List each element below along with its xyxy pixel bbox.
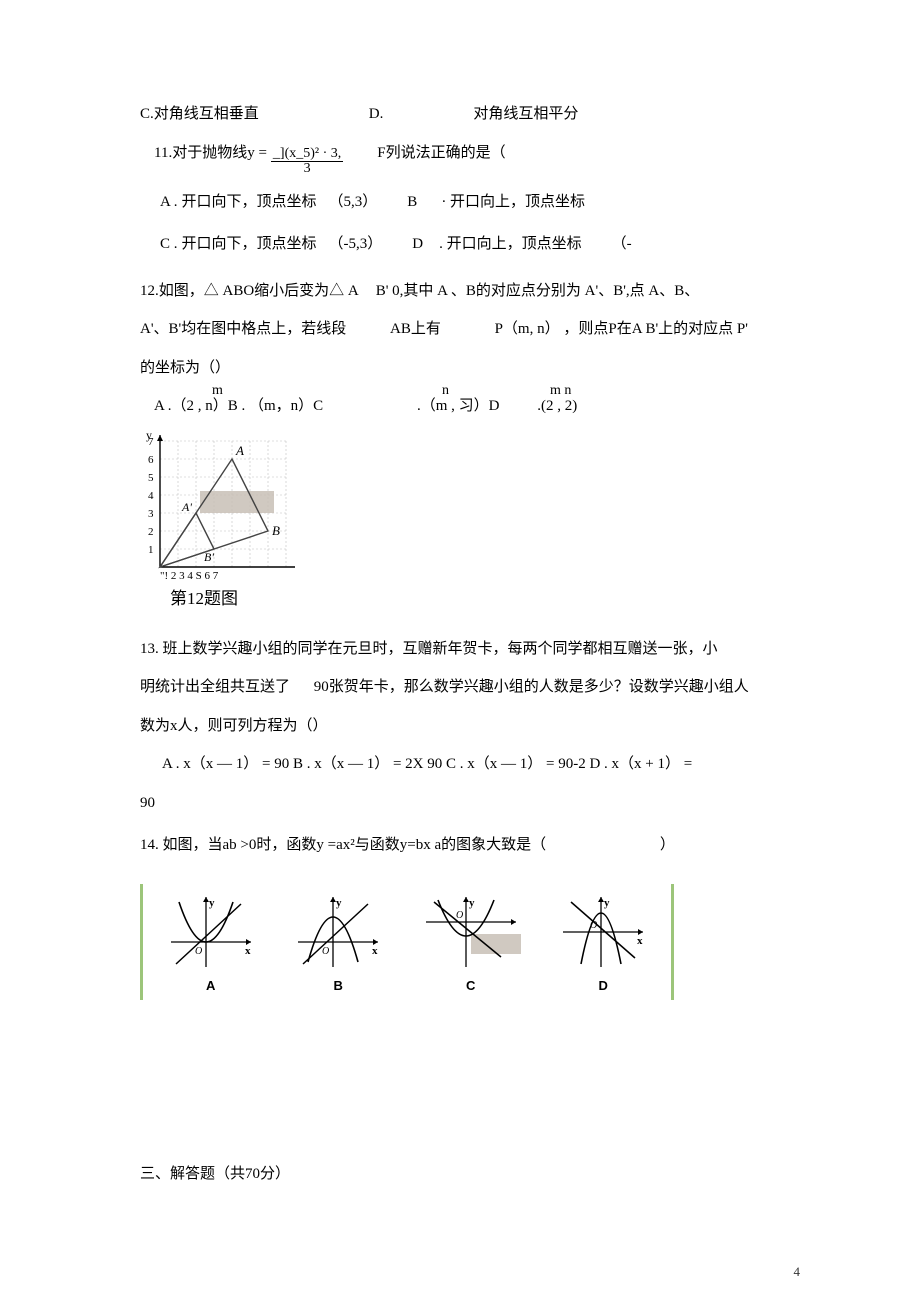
q13-tail: 90 <box>140 789 800 818</box>
svg-text:y: y <box>336 897 342 909</box>
svg-text:B': B' <box>204 550 214 564</box>
q12-l1b: B' 0,其中 A 、B的对应点分别为 A'、B',点 A、B、 <box>376 283 700 299</box>
q11-b-label: B <box>407 188 417 217</box>
q12-caption: 第12题图 <box>170 583 800 615</box>
q10-c-label: C. <box>140 100 154 129</box>
svg-text:x: x <box>372 945 378 957</box>
q12-line2: A'、B'均在图中格点上，若线段 AB上有 P（m, n） ，则点P在A B'上… <box>140 315 800 344</box>
q12-top-m: m <box>212 378 223 405</box>
svg-text:O: O <box>456 910 463 921</box>
q14-sub-a: y x O A <box>161 892 261 999</box>
q14-label-b: B <box>334 974 343 999</box>
svg-text:A: A <box>235 443 244 458</box>
svg-text:A': A' <box>181 500 192 514</box>
svg-text:y: y <box>209 897 215 909</box>
q14-sub-b: y x O B <box>288 892 388 999</box>
q14-stem-row: 14. 如图，当ab >0时，函数y =ax²与函数y=bx a的图象大致是（ … <box>140 831 800 860</box>
q11-c-label: C . <box>160 230 178 259</box>
q14-label-a: A <box>206 974 215 999</box>
q12-l2a: A'、B'均在图中格点上，若线段 <box>140 321 346 337</box>
svg-text:x: x <box>637 935 643 947</box>
svg-text:O: O <box>322 946 329 957</box>
q12-a: A .（2 , n）B . （m，n）C <box>154 398 323 414</box>
q14-svg-c: y O <box>416 892 526 972</box>
q11-d-label: D <box>412 230 423 259</box>
q11-fraction: _](x_5)² · 3, 3 <box>271 147 343 176</box>
q13-l3: 数为x人，则可列方程为（） <box>140 712 800 741</box>
q14-figure-row: y x O A y x O B y O <box>140 884 674 1001</box>
q11-a-text: 开口向下，顶点坐标 <box>182 188 317 217</box>
svg-text:y: y <box>604 897 610 909</box>
q11-d-coord: （- <box>612 230 632 259</box>
q14-sub-d: y x O D <box>553 892 653 999</box>
q12-svg: A B A' B' 1 2 3 4 5 6 7 y "! 2 3 4 S 6 7 <box>140 431 300 581</box>
svg-text:x: x <box>245 945 251 957</box>
q11-tail: F列说法正确的是（ <box>377 139 505 168</box>
q11-b-text: · 开口向上，顶点坐标 <box>441 188 585 217</box>
svg-text:2: 2 <box>148 526 154 538</box>
q12-c-tail: .（m , 习）D <box>417 398 500 414</box>
svg-text:4: 4 <box>148 490 154 502</box>
q13-l2b: 90张贺年卡，那么数学兴趣小组的人数是多少？设数学兴趣小组人 <box>314 679 749 695</box>
svg-text:B: B <box>272 523 280 538</box>
q13-l2: 明统计出全组共互送了 90张贺年卡，那么数学兴趣小组的人数是多少？设数学兴趣小组… <box>140 673 800 702</box>
q11-a-label: A . <box>160 188 178 217</box>
page-number: 4 <box>794 1260 801 1285</box>
q11-d-text: . 开口向上，顶点坐标 <box>439 230 582 259</box>
q13-opts: A . x（x — 1） = 90 B . x（x — 1） = 2X 90 C… <box>162 750 800 779</box>
section-3-title: 三、解答题（共70分） <box>140 1160 800 1189</box>
q11-c-text: 开口向下，顶点坐标 <box>182 230 317 259</box>
svg-text:5: 5 <box>148 472 154 484</box>
q13-l2a: 明统计出全组共互送了 <box>140 679 290 695</box>
svg-text:y: y <box>469 897 475 909</box>
q14-svg-a: y x O <box>161 892 261 972</box>
q12-top-mn: m n <box>550 378 571 405</box>
svg-text:O: O <box>195 946 202 957</box>
q12-l2b: AB上有 <box>390 321 441 337</box>
q14-svg-d: y x O <box>553 892 653 972</box>
svg-text:3: 3 <box>148 508 154 520</box>
q12-options: m n m n A .（2 , n）B . （m，n）C .（m , 习）D .… <box>154 392 800 421</box>
q11-c-coord: （-5,3） <box>329 230 383 259</box>
q13-l1: 13. 班上数学兴趣小组的同学在元旦时，互赠新年贺卡，每两个同学都相互赠送一张，… <box>140 635 800 664</box>
q12-figure: A B A' B' 1 2 3 4 5 6 7 y "! 2 3 4 S 6 7… <box>140 431 800 615</box>
q10-options-cd: C. 对角线互相垂直 D. 对角线互相平分 <box>140 100 800 129</box>
q11-stem: 11.对于抛物线y = _](x_5)² · 3, 3 F列说法正确的是（ <box>154 139 800 176</box>
q12-line3: 的坐标为（） <box>140 354 800 383</box>
svg-text:6: 6 <box>148 454 154 466</box>
q10-d-label: D. <box>369 100 384 129</box>
q11-row-cd: C . 开口向下，顶点坐标 （-5,3） D . 开口向上，顶点坐标 （- <box>160 230 800 259</box>
q14-sub-c: y O C <box>416 892 526 999</box>
q10-d-text: 对角线互相平分 <box>473 100 578 129</box>
q14-label-d: D <box>599 974 608 999</box>
q12-l2c: P（m, n） ，则点P在A B'上的对应点 P' <box>495 321 748 337</box>
q14-label-c: C <box>466 974 475 999</box>
q11-row-ab: A . 开口向下，顶点坐标 （5,3） B · 开口向上，顶点坐标 <box>160 188 800 217</box>
q12-line1: 12.如图，△ ABO缩小后变为△ A B' 0,其中 A 、B的对应点分别为 … <box>140 277 800 306</box>
q14-svg-b: y x O <box>288 892 388 972</box>
svg-text:y: y <box>146 431 152 442</box>
svg-text:1: 1 <box>148 544 154 556</box>
q12-top-n: n <box>442 378 449 405</box>
q11-prefix: 11.对于抛物线y = <box>154 139 267 168</box>
q11-frac-num: _](x_5)² · 3, <box>271 147 343 162</box>
q12-l1a: 12.如图，△ ABO缩小后变为△ A <box>140 283 358 299</box>
q14-stem: 14. 如图，当ab >0时，函数y =ax²与函数y=bx a的图象大致是（ <box>140 837 546 853</box>
q10-c-text: 对角线互相垂直 <box>154 100 259 129</box>
q11-frac-den: 3 <box>302 162 313 176</box>
q11-a-coord: （5,3） <box>329 188 378 217</box>
q12-xlabel-text: "! 2 3 4 S 6 7 <box>160 570 219 581</box>
q14-paren: ） <box>660 837 675 853</box>
